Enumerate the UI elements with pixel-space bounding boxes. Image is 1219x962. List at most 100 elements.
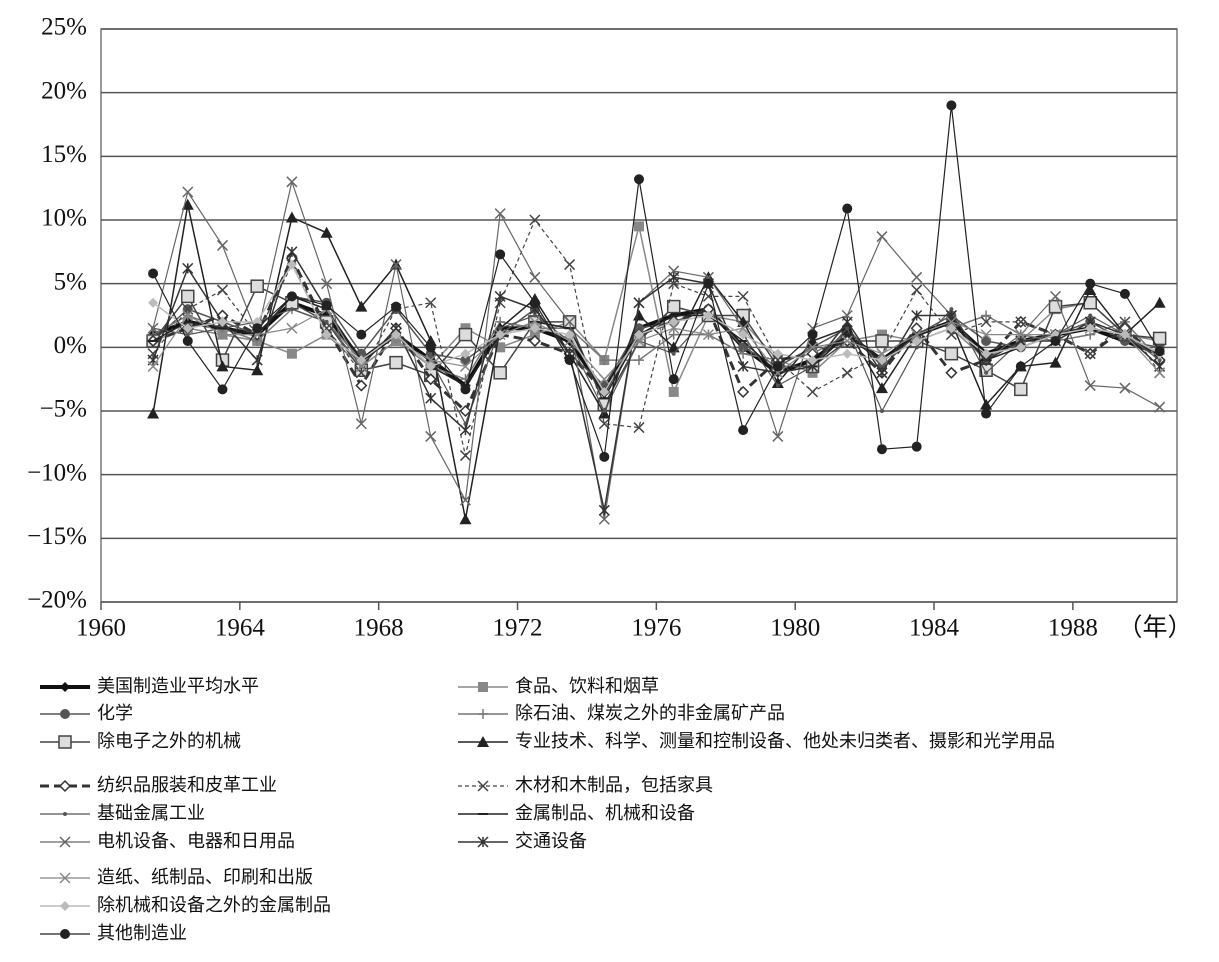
marker bbox=[634, 174, 644, 185]
marker bbox=[1014, 382, 1028, 397]
marker bbox=[181, 198, 194, 210]
marker bbox=[841, 367, 853, 379]
marker bbox=[216, 360, 229, 372]
marker bbox=[216, 329, 229, 341]
marker bbox=[182, 262, 194, 274]
marker bbox=[1152, 331, 1167, 346]
marker bbox=[703, 310, 714, 321]
marker bbox=[425, 430, 437, 442]
x-tick-label: 1964 bbox=[215, 615, 266, 642]
marker bbox=[59, 836, 71, 848]
marker bbox=[250, 279, 264, 293]
marker bbox=[477, 736, 489, 747]
marker bbox=[478, 682, 488, 692]
marker bbox=[60, 929, 70, 939]
series-line bbox=[152, 263, 1161, 393]
marker bbox=[286, 176, 298, 188]
marker bbox=[459, 404, 472, 418]
marker bbox=[598, 407, 611, 419]
marker bbox=[775, 383, 780, 388]
x-tick-label: 1988 bbox=[1048, 615, 1098, 642]
marker bbox=[1084, 348, 1096, 360]
marker bbox=[425, 361, 436, 372]
marker bbox=[980, 329, 992, 341]
series bbox=[148, 100, 1165, 462]
y-tick-label: −5% bbox=[40, 396, 87, 423]
marker bbox=[911, 284, 923, 296]
marker bbox=[599, 355, 610, 366]
marker bbox=[182, 335, 193, 346]
marker bbox=[1049, 290, 1062, 302]
marker bbox=[181, 289, 195, 304]
marker bbox=[495, 342, 506, 353]
marker bbox=[478, 709, 488, 719]
marker bbox=[532, 313, 537, 318]
legend-item: 除机械和设备之外的金属制品 bbox=[40, 895, 331, 916]
marker bbox=[807, 386, 819, 398]
marker bbox=[251, 354, 263, 366]
marker bbox=[1119, 382, 1131, 394]
y-tick-label: 0% bbox=[54, 332, 87, 359]
x-tick-label: 1976 bbox=[631, 615, 681, 642]
y-tick-label: 25% bbox=[41, 14, 87, 41]
marker bbox=[321, 322, 333, 334]
marker bbox=[459, 513, 472, 525]
marker bbox=[598, 504, 610, 516]
marker bbox=[251, 364, 264, 376]
marker bbox=[389, 355, 403, 370]
marker bbox=[529, 316, 541, 328]
marker bbox=[252, 323, 263, 334]
marker bbox=[60, 682, 70, 692]
marker bbox=[459, 424, 471, 436]
marker bbox=[217, 316, 228, 327]
marker bbox=[460, 384, 471, 395]
marker bbox=[460, 348, 471, 359]
marker bbox=[147, 322, 159, 334]
legend-label: 食品、饮料和烟草 bbox=[515, 676, 659, 697]
marker bbox=[425, 392, 437, 404]
marker bbox=[602, 409, 607, 413]
marker bbox=[944, 346, 959, 361]
marker bbox=[285, 211, 298, 223]
marker bbox=[495, 249, 506, 260]
marker bbox=[772, 348, 783, 359]
marker bbox=[807, 355, 818, 366]
marker bbox=[494, 290, 506, 302]
legend-item: 食品、饮料和烟草 bbox=[458, 676, 659, 697]
legend-label: 除机械和设备之外的金属制品 bbox=[97, 895, 331, 916]
marker bbox=[702, 329, 714, 341]
marker bbox=[355, 418, 367, 430]
series-line bbox=[152, 308, 1161, 380]
marker bbox=[1084, 284, 1097, 296]
marker bbox=[529, 323, 540, 334]
series-line bbox=[152, 203, 1161, 520]
series-line bbox=[152, 181, 1160, 520]
legend-label: 造纸、纸制品、印刷和出版 bbox=[97, 867, 313, 888]
marker bbox=[355, 379, 368, 392]
marker bbox=[1088, 313, 1093, 318]
legend-label: 美国制造业平均水平 bbox=[97, 676, 259, 697]
marker bbox=[355, 360, 367, 372]
x-axis-label: （年） bbox=[1117, 614, 1192, 642]
marker bbox=[425, 342, 436, 353]
marker bbox=[460, 355, 471, 366]
marker bbox=[564, 329, 575, 340]
marker bbox=[286, 259, 297, 270]
marker bbox=[391, 329, 402, 340]
x-tick-label: 1968 bbox=[354, 615, 404, 642]
marker bbox=[946, 323, 957, 334]
legend-item: 木材和木制品，包括家具 bbox=[458, 775, 713, 796]
marker bbox=[63, 812, 67, 816]
marker bbox=[633, 335, 645, 347]
legend-item: 造纸、纸制品、印刷和出版 bbox=[40, 867, 313, 888]
marker bbox=[914, 345, 919, 350]
marker bbox=[1050, 335, 1061, 346]
series-line bbox=[152, 104, 1161, 458]
marker bbox=[320, 226, 333, 238]
marker bbox=[356, 329, 367, 340]
legend-label: 纺织品服装和皮革工业 bbox=[97, 775, 277, 796]
marker bbox=[495, 329, 506, 340]
legend-label: 基础金属工业 bbox=[97, 803, 205, 824]
marker bbox=[1157, 358, 1162, 363]
